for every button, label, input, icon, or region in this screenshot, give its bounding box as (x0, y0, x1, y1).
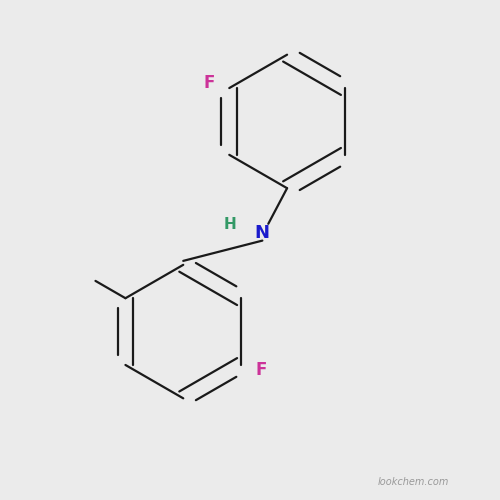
Text: lookchem.com: lookchem.com (378, 478, 449, 488)
Text: F: F (256, 361, 268, 379)
Text: F: F (203, 74, 214, 92)
Text: N: N (255, 224, 270, 242)
Text: H: H (224, 218, 236, 232)
